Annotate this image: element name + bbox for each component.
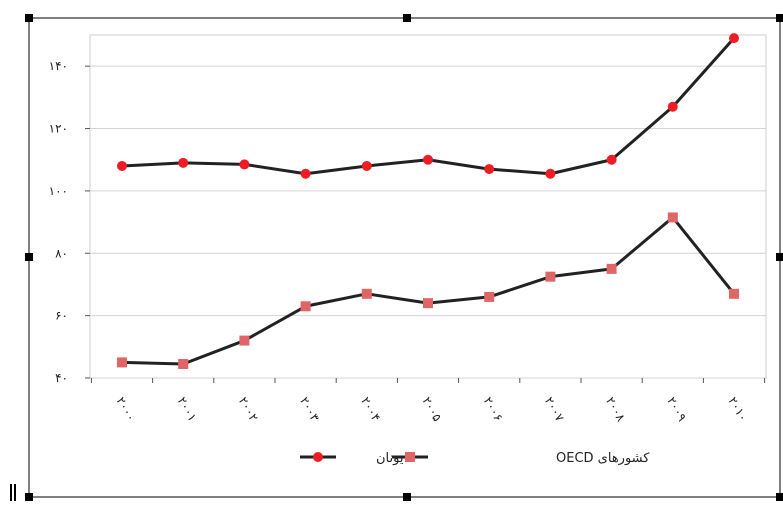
selection-handle-bottom-right[interactable]	[776, 493, 783, 501]
x-tick-label: ۲۰۰۶	[481, 395, 506, 424]
x-tick-label: ۲۰۰۵	[419, 395, 444, 424]
x-tick-label: ۲۰۰۸	[603, 395, 628, 425]
data-point-series-1	[484, 164, 495, 175]
gridlines	[90, 65, 766, 379]
y-tick-label: ۱۴۰	[49, 59, 68, 73]
plot-area	[89, 34, 767, 379]
y-tick-label: ۱۰۰	[49, 184, 68, 198]
data-point-series-1	[667, 101, 678, 112]
y-tick-label: ۶۰	[55, 309, 68, 323]
legend-marker-1	[313, 452, 323, 462]
data-point-series-2	[239, 335, 250, 346]
axes: ۴۰ ۶۰ ۸۰ ۱۰۰ ۱۲۰ ۱۴۰ ۲۰۰۰ ۲۰۰۱ ۲۰۰۲ ۲۰۰۳ ۲۰۰۴ ۲۰۰۵ ۲…	[49, 59, 766, 425]
data-point-series-1	[729, 33, 739, 44]
data-point-series-2	[545, 271, 556, 282]
data-point-series-1	[239, 159, 250, 170]
legend-marker-2	[405, 452, 415, 462]
series-lines	[121, 37, 736, 366]
data-point-series-1	[423, 154, 433, 165]
data-point-series-2	[361, 288, 372, 299]
legend-label-1: یونان	[376, 451, 404, 466]
data-point-series-2	[667, 212, 678, 223]
x-tick-label: ۲۰۰۷	[542, 395, 567, 425]
data-point-series-2	[729, 288, 739, 299]
series-line-2	[121, 215, 736, 366]
x-tick-label: ۲۰۰۹	[664, 395, 689, 424]
data-point-series-2	[423, 298, 433, 309]
text-cursor-mark	[10, 484, 12, 501]
text-cursor-mark-2	[14, 484, 16, 501]
selection-handle-bottom-left[interactable]	[25, 493, 33, 501]
legend: یونان کشورهای OECD	[300, 451, 650, 466]
series-line-1	[121, 37, 736, 176]
data-point-series-1	[361, 160, 372, 171]
data-point-series-2	[117, 357, 127, 368]
data-point-series-1	[606, 154, 617, 165]
data-point-series-1	[300, 168, 311, 179]
y-tick-label: ۱۲۰	[49, 122, 68, 136]
chart-object-border	[28, 17, 781, 498]
y-tick-label: ۴۰	[55, 371, 68, 385]
selection-handle-top-left[interactable]	[25, 14, 33, 22]
selection-handle-top-middle[interactable]	[403, 14, 411, 22]
x-tick-label: ۲۰۱۰	[725, 395, 750, 424]
data-point-series-1	[117, 160, 127, 171]
x-tick-label: ۲۰۰۳	[297, 395, 322, 425]
data-point-series-1	[545, 168, 556, 179]
x-tick-label: ۲۰۰۰	[113, 395, 138, 424]
legend-label-2: کشورهای OECD	[556, 451, 650, 466]
selection-handle-middle-right[interactable]	[776, 253, 783, 261]
data-point-series-2	[606, 263, 617, 274]
series-markers	[117, 33, 739, 369]
data-point-series-2	[484, 291, 495, 302]
selection-handle-middle-left[interactable]	[25, 253, 33, 261]
x-tick-label: ۲۰۰۲	[236, 395, 261, 424]
x-tick-label: ۲۰۰۴	[358, 395, 383, 424]
selection-handle-top-right[interactable]	[776, 14, 783, 22]
y-tick-label: ۸۰	[55, 246, 68, 260]
data-point-series-2	[300, 301, 311, 312]
data-point-series-2	[178, 358, 189, 369]
data-point-series-1	[178, 157, 189, 168]
x-tick-label: ۲۰۰۱	[175, 395, 200, 424]
selection-handle-bottom-middle[interactable]	[403, 493, 411, 501]
